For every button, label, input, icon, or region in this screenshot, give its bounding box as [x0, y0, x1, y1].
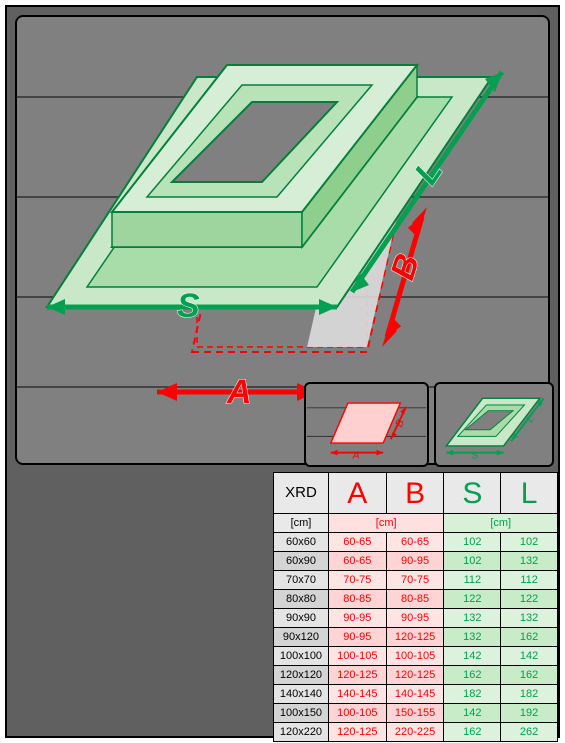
cell-size: 100x150	[274, 704, 329, 723]
cell-s: 142	[444, 704, 501, 723]
svg-text:A: A	[352, 450, 360, 461]
cell-size: 80x80	[274, 590, 329, 609]
cell-l: 262	[501, 723, 558, 742]
dimension-table: XRD A B S L [cm] [cm] [cm] 60x6060-6560-…	[273, 472, 558, 742]
cell-l: 162	[501, 628, 558, 647]
cell-a: 60-65	[328, 552, 386, 571]
hdr-model: XRD	[274, 473, 329, 514]
table-row: 100x150100-105150-155142192	[274, 704, 558, 723]
cell-s: 162	[444, 723, 501, 742]
cell-l: 132	[501, 552, 558, 571]
svg-text:S: S	[177, 287, 200, 325]
cell-a: 100-105	[328, 647, 386, 666]
table-row: 90x9090-9590-95132132	[274, 609, 558, 628]
cell-l: 132	[501, 609, 558, 628]
cell-l: 192	[501, 704, 558, 723]
cell-s: 122	[444, 590, 501, 609]
table-body: 60x6060-6560-6510210260x9060-6590-951021…	[274, 533, 558, 742]
svg-text:A: A	[226, 373, 252, 411]
cell-a: 60-65	[328, 533, 386, 552]
hdr-b: B	[386, 473, 444, 514]
cell-s: 182	[444, 685, 501, 704]
cell-l: 112	[501, 571, 558, 590]
thumb-ab: A B	[304, 382, 429, 467]
table-row: 60x6060-6560-65102102	[274, 533, 558, 552]
cell-b: 140-145	[386, 685, 444, 704]
cell-b: 60-65	[386, 533, 444, 552]
svg-text:S: S	[471, 450, 478, 461]
cell-size: 120x120	[274, 666, 329, 685]
dim-arrow-a: A	[157, 373, 317, 411]
table-row: 80x8080-8580-85122122	[274, 590, 558, 609]
thumb-sl: S L	[434, 382, 554, 467]
table-header-row: XRD A B S L	[274, 473, 558, 514]
table-units-row: [cm] [cm] [cm]	[274, 514, 558, 533]
cell-b: 100-105	[386, 647, 444, 666]
table-row: 140x140140-145140-145182182	[274, 685, 558, 704]
cell-b: 80-85	[386, 590, 444, 609]
svg-text:B: B	[383, 249, 427, 284]
infographic-container: S L A	[5, 5, 560, 738]
cell-l: 142	[501, 647, 558, 666]
cell-b: 220-225	[386, 723, 444, 742]
cell-b: 120-125	[386, 666, 444, 685]
cell-size: 100x100	[274, 647, 329, 666]
cell-b: 70-75	[386, 571, 444, 590]
cell-size: 140x140	[274, 685, 329, 704]
cell-size: 90x90	[274, 609, 329, 628]
cell-a: 120-125	[328, 723, 386, 742]
cell-s: 112	[444, 571, 501, 590]
cell-a: 90-95	[328, 628, 386, 647]
cell-l: 182	[501, 685, 558, 704]
table-row: 70x7070-7570-75112112	[274, 571, 558, 590]
table-row: 60x9060-6590-95102132	[274, 552, 558, 571]
cell-size: 60x90	[274, 552, 329, 571]
cell-size: 70x70	[274, 571, 329, 590]
table-row: 120x120120-125120-125162162	[274, 666, 558, 685]
cell-a: 120-125	[328, 666, 386, 685]
cell-a: 140-145	[328, 685, 386, 704]
hdr-l: L	[501, 473, 558, 514]
cell-s: 162	[444, 666, 501, 685]
cell-b: 90-95	[386, 552, 444, 571]
cell-size: 120x220	[274, 723, 329, 742]
cell-a: 80-85	[328, 590, 386, 609]
cell-b: 120-125	[386, 628, 444, 647]
cell-a: 100-105	[328, 704, 386, 723]
cell-s: 132	[444, 628, 501, 647]
hdr-s: S	[444, 473, 501, 514]
cell-s: 132	[444, 609, 501, 628]
cell-a: 90-95	[328, 609, 386, 628]
cell-s: 102	[444, 533, 501, 552]
cell-s: 142	[444, 647, 501, 666]
table-row: 120x220120-125220-225162262	[274, 723, 558, 742]
cell-l: 102	[501, 533, 558, 552]
cell-l: 122	[501, 590, 558, 609]
hdr-a: A	[328, 473, 386, 514]
cell-a: 70-75	[328, 571, 386, 590]
table-row: 90x12090-95120-125132162	[274, 628, 558, 647]
cell-s: 102	[444, 552, 501, 571]
cell-size: 60x60	[274, 533, 329, 552]
cell-l: 162	[501, 666, 558, 685]
cell-b: 90-95	[386, 609, 444, 628]
table-row: 100x100100-105100-105142142	[274, 647, 558, 666]
cell-size: 90x120	[274, 628, 329, 647]
cell-b: 150-155	[386, 704, 444, 723]
